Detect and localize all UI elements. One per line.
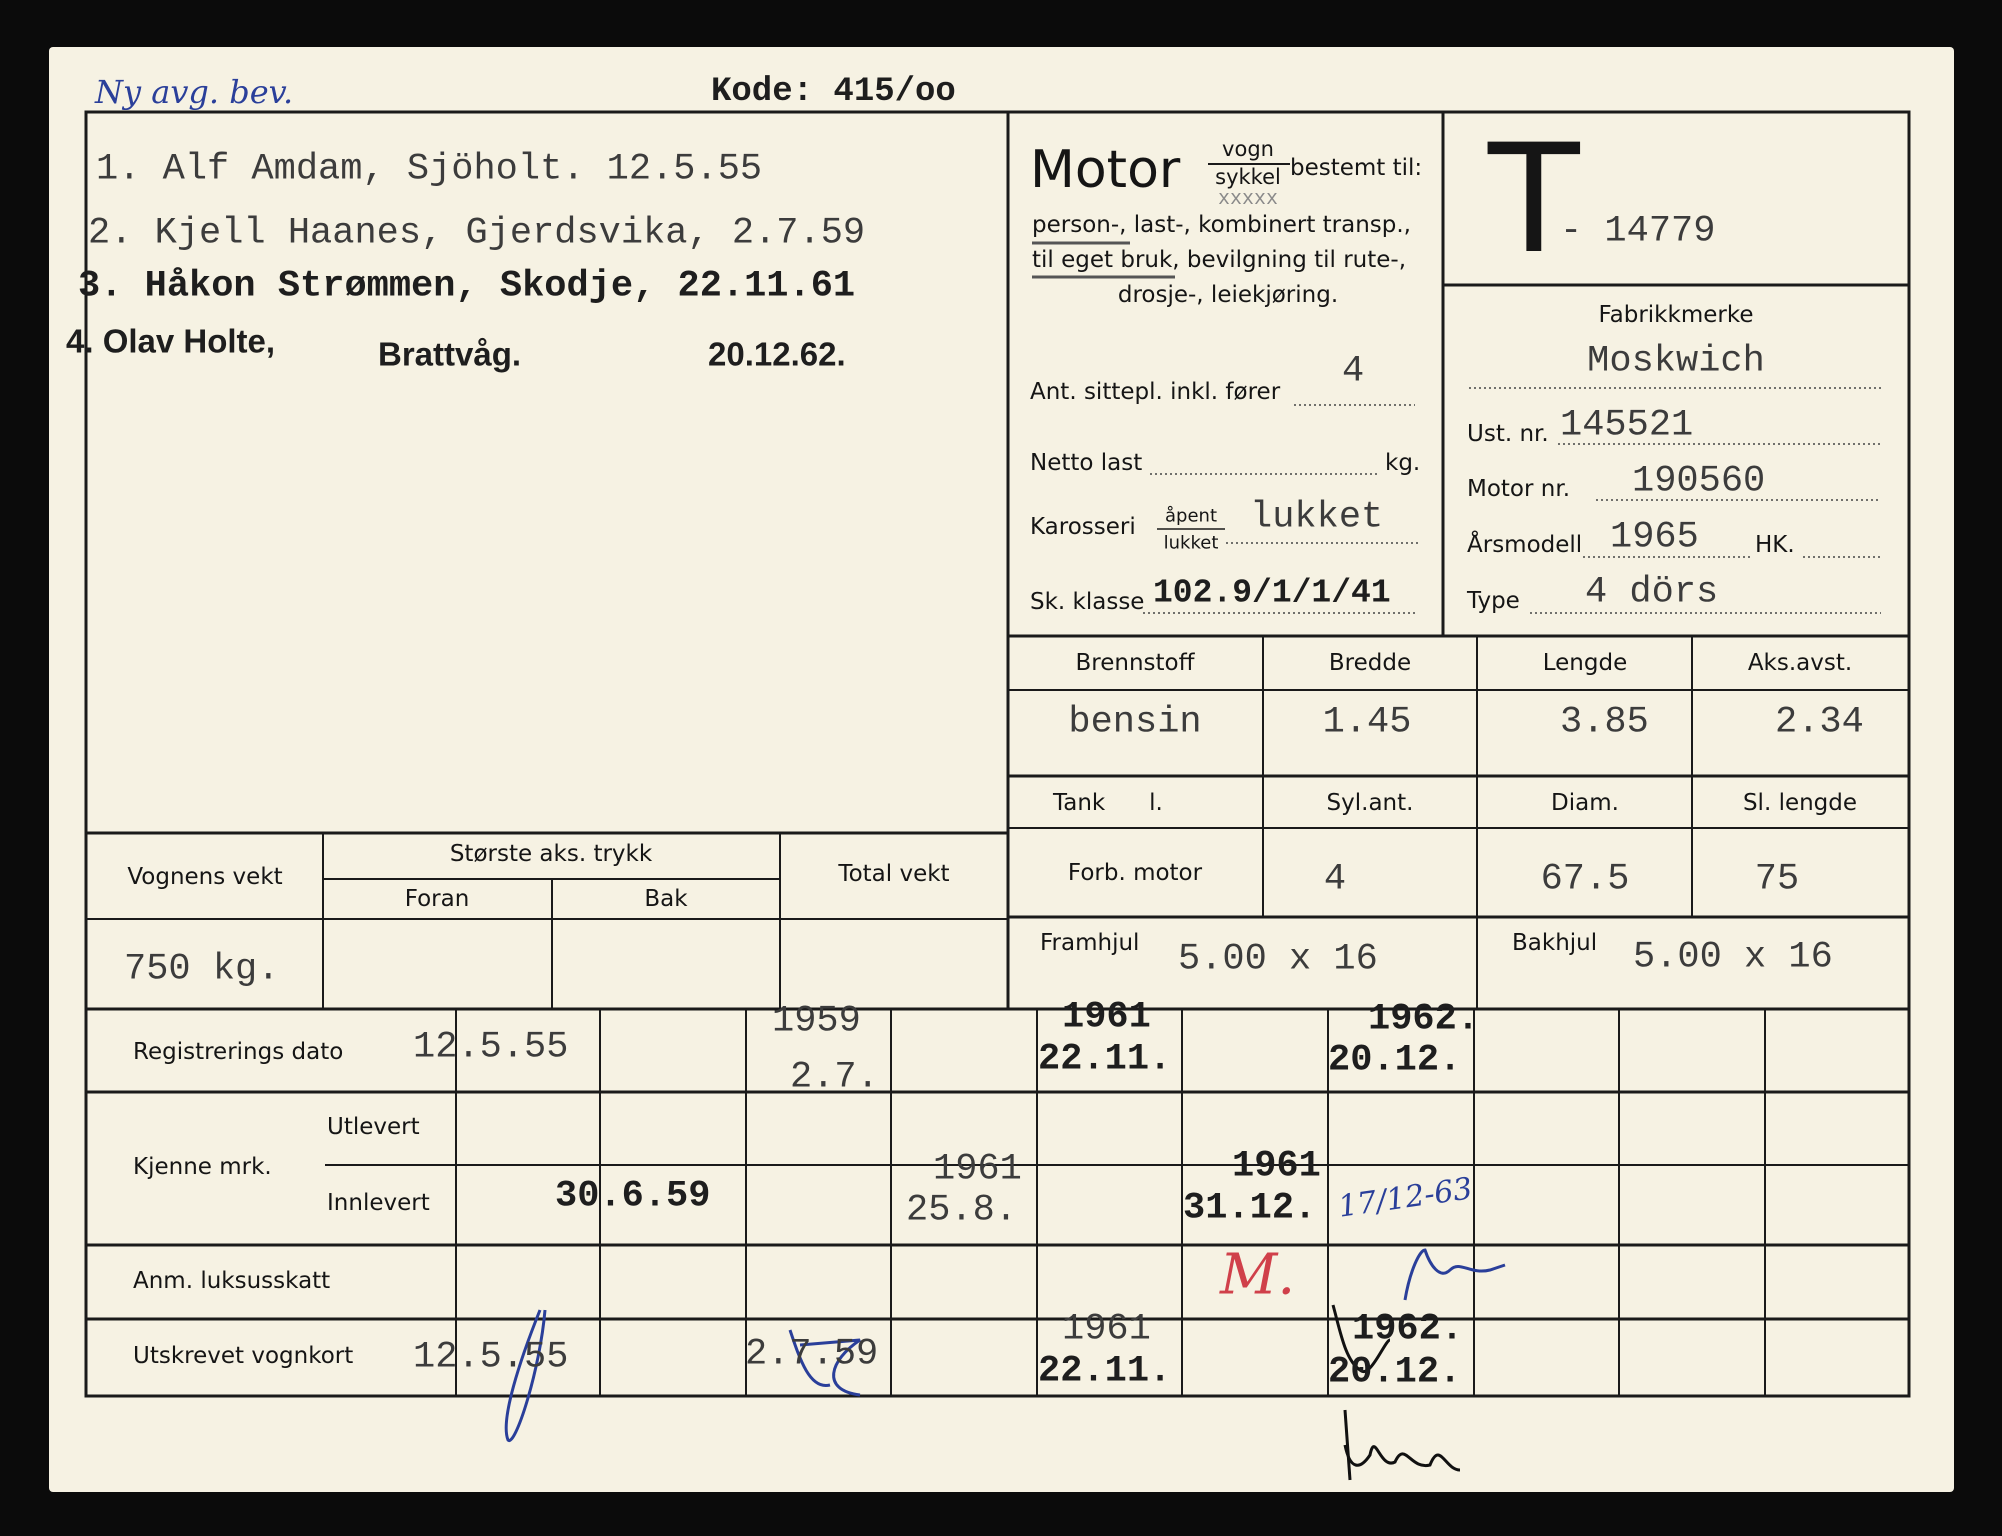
total-vekt-label: Total vekt [838, 861, 950, 887]
framhjul-value: 5.00 x 16 [1178, 938, 1378, 981]
fabrikkmerke-value: Moskwich [1587, 340, 1765, 383]
reg-date-4: 20.12. [1328, 1039, 1462, 1082]
type-label: Type [1467, 588, 1520, 614]
fabrikkmerke-label: Fabrikkmerke [1598, 302, 1754, 328]
owner-4-place: Brattvåg. [378, 335, 522, 373]
seats-value: 4 [1342, 350, 1365, 393]
lukket-option: lukket [1163, 532, 1219, 554]
seats-label: Ant. sittepl. inkl. fører [1030, 379, 1281, 405]
owner-4-name: 4. Olav Holte, [66, 322, 276, 360]
reg-year-3: 1961 [1062, 996, 1151, 1039]
inn-year-3: 1961 [1232, 1145, 1321, 1188]
karosseri-value: lukket [1250, 496, 1384, 539]
apent-option: åpent [1165, 505, 1217, 527]
bak-label: Bak [644, 886, 688, 912]
utsk-year-4: 1962. [1352, 1308, 1464, 1351]
header-bredde: Bredde [1328, 650, 1412, 676]
value-diam: 67.5 [1540, 858, 1630, 901]
utsk-date-2: 2.7.59 [745, 1333, 879, 1376]
value-lengde: 3.85 [1560, 701, 1649, 744]
signature-blue [788, 1329, 866, 1397]
value-aksavst: 2.34 [1775, 701, 1864, 744]
registration-number: - 14779 [1560, 210, 1716, 253]
bakhjul-label: Bakhjul [1512, 930, 1598, 956]
value-brennstoff: bensin [1068, 701, 1202, 744]
motor-nr-value: 190560 [1632, 460, 1766, 503]
karosseri-label: Karosseri [1030, 514, 1136, 540]
header-sl-lengde: Sl. lengde [1742, 790, 1858, 816]
outer-border [84, 110, 1911, 1398]
value-bredde: 1.45 [1322, 701, 1412, 744]
utsk-year-3: 1961 [1062, 1308, 1151, 1351]
struck-text: xxxxx [1217, 188, 1279, 211]
signature-black [1331, 1304, 1391, 1481]
motor-title: Motor [1030, 140, 1181, 200]
usage-line-3: drosje-, leiekjøring. [1117, 282, 1339, 308]
netto-unit: kg. [1385, 450, 1421, 476]
header-aksavst: Aks.avst. [1747, 650, 1853, 676]
inn-date-3: 31.12. [1183, 1187, 1317, 1230]
kjenne-mrk-label: Kjenne mrk. [133, 1154, 272, 1180]
utsk-date-1: 12.5.55 [413, 1336, 569, 1379]
usage-line-1: person-, last-, kombinert transp., [1032, 212, 1411, 238]
owner-4-date: 20.12.62. [708, 335, 846, 373]
vognens-vekt-label: Vognens vekt [127, 864, 283, 890]
header-diam: Diam. [1551, 790, 1619, 816]
owner-3: 3. Håkon Strømmen, Skodje, 22.11.61 [78, 265, 856, 308]
header-brennstoff: Brennstoff [1075, 650, 1195, 676]
utlevert-label: Utlevert [327, 1114, 420, 1140]
inn-date-1: 30.6.59 [555, 1175, 711, 1218]
value-sl-lengde: 75 [1754, 858, 1800, 901]
vogn-label: vogn [1222, 137, 1274, 161]
inn-year-2: 1961 [933, 1148, 1022, 1191]
ust-nr-label: Ust. nr. [1467, 421, 1549, 447]
vognens-vekt-value: 750 kg. [124, 948, 280, 991]
bakhjul-value: 5.00 x 16 [1633, 936, 1833, 979]
hk-label: HK. [1755, 532, 1795, 558]
reg-date-1: 12.5.55 [413, 1026, 569, 1069]
registration-letter: T [1488, 113, 1580, 287]
vehicle-registration-card [49, 47, 1954, 1492]
signature-black [1343, 1444, 1461, 1472]
inn-date-2: 25.8. [906, 1189, 1018, 1232]
signature-blue [1403, 1248, 1506, 1301]
header-sylant: Syl.ant. [1326, 790, 1414, 816]
reg-date-3: 22.11. [1038, 1038, 1172, 1081]
owner-1: 1. Alf Amdam, Sjöholt. 12.5.55 [96, 148, 763, 191]
anm-red-mark: M. [1220, 1242, 1296, 1308]
header-tank: Tank l. [1053, 790, 1163, 816]
type-value: 4 dörs [1585, 571, 1719, 614]
value-sylant: 4 [1323, 858, 1347, 901]
utsk-date-3: 22.11. [1038, 1350, 1172, 1393]
innlevert-label: Innlevert [327, 1190, 430, 1216]
header-lengde: Lengde [1542, 650, 1628, 676]
signature-blue [504, 1309, 547, 1442]
motor-nr-label: Motor nr. [1467, 476, 1571, 502]
sykkel-label: sykkel [1215, 165, 1281, 189]
handwritten-note: Ny avg. bev. [95, 73, 294, 111]
netto-label: Netto last [1030, 450, 1143, 476]
foran-label: Foran [404, 886, 470, 912]
owner-2: 2. Kjell Haanes, Gjerdsvika, 2.7.59 [88, 212, 866, 255]
reg-date-2: 2.7. [790, 1056, 879, 1099]
anm-luksusskatt-label: Anm. luksusskatt [133, 1268, 331, 1294]
storste-aks-trykk-label: Største aks. trykk [449, 841, 653, 867]
reg-year-4: 1962. [1368, 998, 1480, 1041]
arsmodell-value: 1965 [1610, 516, 1699, 559]
sk-klasse-label: Sk. klasse [1030, 589, 1145, 615]
sk-klasse-value: 102.9/1/1/41 [1153, 574, 1391, 612]
framhjul-label: Framhjul [1040, 930, 1140, 956]
utskrevet-vognkort-label: Utskrevet vognkort [133, 1343, 354, 1369]
reg-year-2: 1959 [772, 1000, 861, 1043]
reg-dato-label: Registrerings dato [133, 1039, 344, 1065]
utsk-date-4: 20.12. [1328, 1351, 1462, 1394]
kode-label: Kode: 415/oo [711, 73, 956, 111]
ust-nr-value: 145521 [1560, 404, 1694, 447]
forb-motor-label: Forb. motor [1067, 860, 1203, 886]
arsmodell-label: Årsmodell [1467, 532, 1583, 558]
usage-line-2: til eget bruk, bevilgning til rute-, [1032, 247, 1407, 273]
bestemt-label: bestemt til: [1290, 155, 1423, 181]
